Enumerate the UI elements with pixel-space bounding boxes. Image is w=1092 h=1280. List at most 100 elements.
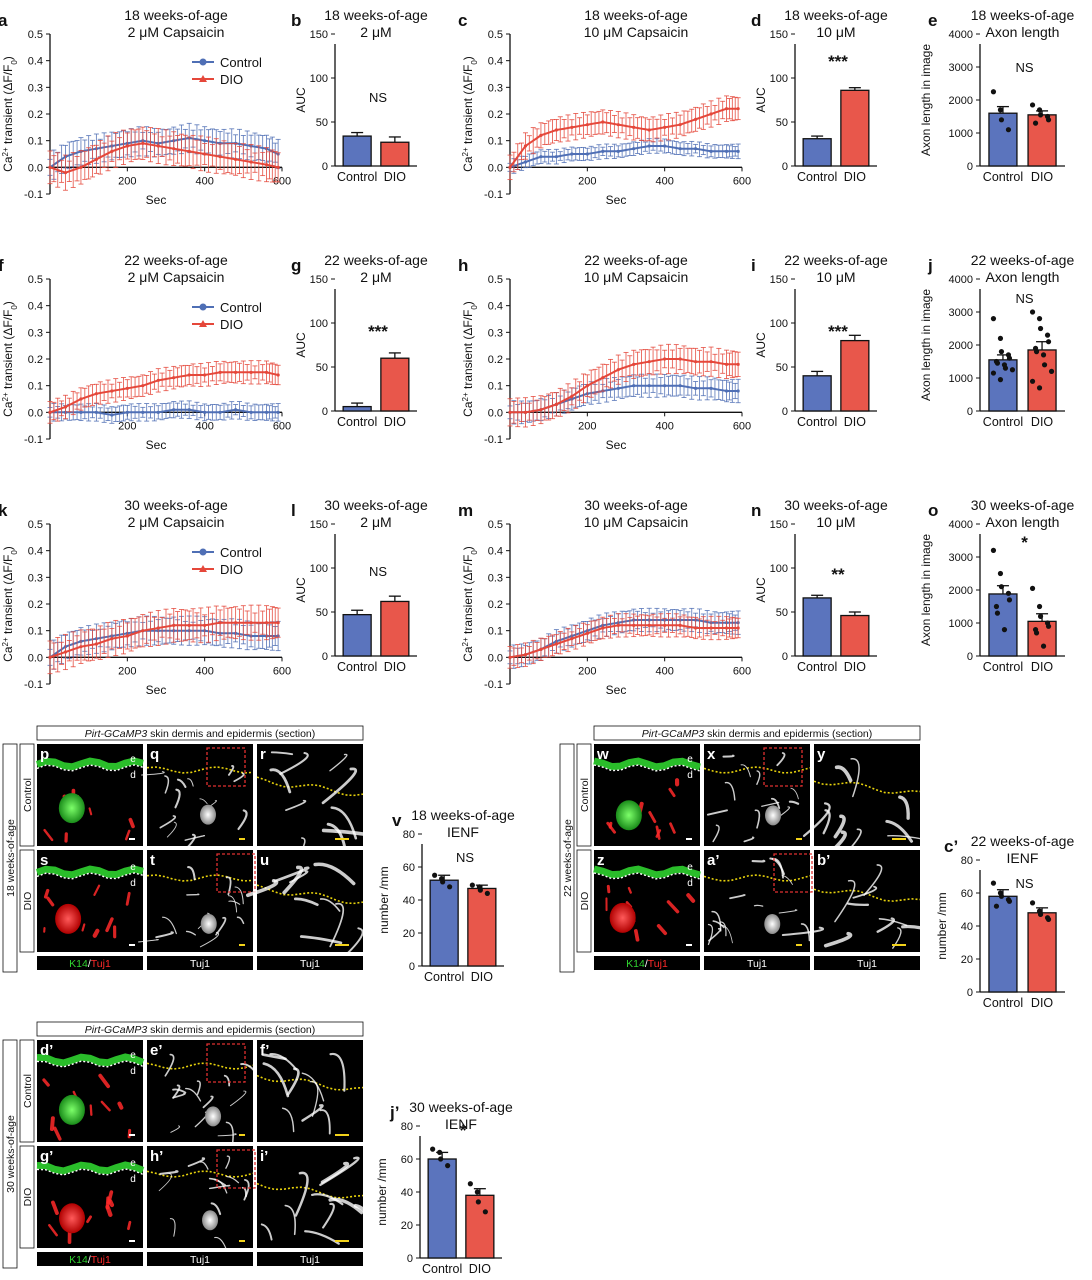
y-tick-label: 0.2: [488, 109, 503, 121]
nerve-fiber: [901, 924, 938, 934]
y-label-part: Ca: [1, 646, 15, 662]
data-point: [736, 107, 740, 111]
data-point: [264, 370, 269, 374]
nerve-fiber: [887, 834, 926, 841]
nerve-fiber: [829, 830, 847, 854]
category-label: DIO: [1031, 660, 1054, 674]
layer-e-label: e: [130, 1050, 136, 1061]
data-point: [616, 123, 620, 127]
data-point: [508, 165, 512, 169]
y-tick-label: 0.5: [28, 274, 43, 286]
series-line: [49, 621, 279, 659]
nerve-fiber: [279, 751, 309, 775]
x-tick-label: 400: [195, 175, 213, 187]
nerve-fiber: [166, 821, 177, 838]
bar-dio: [380, 357, 410, 412]
data-point: [79, 397, 83, 401]
x-tick-label: 200: [578, 665, 596, 677]
age-label-box: [2, 743, 18, 973]
chart-subtitle: 2 μM Capsaicin: [128, 269, 225, 285]
y-tick-label: 0.3: [488, 327, 503, 339]
sep-label: /: [88, 958, 91, 970]
x-axis-label: Sec: [606, 193, 627, 207]
data-point: [647, 128, 651, 132]
y-tick-label: 3000: [949, 552, 973, 564]
data-dot: [475, 1199, 481, 1205]
micro-panel: r: [256, 744, 368, 858]
data-point: [736, 389, 740, 393]
data-point: [616, 623, 620, 627]
panel-letter: d: [751, 11, 761, 30]
y-label-part: ): [461, 546, 475, 550]
nerve-fiber: [729, 894, 746, 900]
x-tick-label: 600: [733, 420, 751, 432]
y-label-super: 2+: [461, 392, 470, 401]
bar-control: [342, 135, 372, 167]
y-tick-label: 4000: [949, 274, 973, 286]
y-tick-label: 150: [310, 274, 328, 286]
y-tick-label: -0.1: [484, 189, 503, 201]
layer-d-label: d: [130, 1066, 136, 1077]
data-dot: [1045, 117, 1052, 123]
legend-label: Control: [220, 55, 262, 70]
legend-marker-triangle: [199, 75, 207, 82]
micro-header: Pirt-GCaMP3 skin dermis and epidermis (s…: [85, 1024, 316, 1036]
data-point: [63, 650, 68, 654]
data-point: [234, 157, 238, 161]
nerve-fiber: [722, 754, 735, 758]
zoom-box: [216, 853, 256, 893]
y-tick-label: 20: [403, 928, 415, 940]
nerve-fiber: [184, 834, 206, 841]
nerve-fiber: [105, 917, 114, 933]
chart-subtitle: IENF: [1007, 850, 1039, 866]
data-dot: [447, 884, 453, 890]
x-tick-label: 200: [578, 420, 596, 432]
bar-control: [802, 138, 832, 167]
micro-panel: f’: [256, 1040, 364, 1142]
micro-panel: ed s: [35, 850, 144, 952]
x-tick-label: 600: [273, 175, 291, 187]
series-line: [509, 107, 739, 168]
significance-label: NS: [1015, 60, 1033, 75]
row-label-box: [19, 1145, 35, 1249]
y-label-super: 2+: [461, 147, 470, 156]
y-label-part: ): [1, 546, 15, 550]
header-text: skin dermis and epidermis (section): [147, 728, 315, 740]
data-point: [187, 149, 191, 153]
data-point: [249, 621, 253, 625]
micro-set-30w: Pirt-GCaMP3 skin dermis and epidermis (s…: [2, 1021, 375, 1269]
nerve-fiber: [885, 819, 914, 843]
data-point: [110, 637, 114, 641]
data-dot: [1041, 362, 1048, 368]
y-tick-label: 100: [770, 73, 788, 85]
data-point: [585, 152, 589, 156]
nerve-fiber: [93, 884, 101, 896]
nerve-fiber: [320, 1161, 350, 1184]
nerve-fiber: [81, 923, 86, 932]
bar-control: [342, 405, 372, 412]
layer-d-label: d: [130, 878, 136, 889]
category-label: Control: [983, 415, 1023, 429]
nerve-fiber: [776, 752, 786, 767]
y-tick-label: 0.0: [28, 652, 43, 664]
micro-panel: ed z: [593, 850, 701, 952]
neuron-cell: [609, 902, 636, 933]
zoom-box: [206, 747, 246, 787]
panel-letter: y: [817, 746, 826, 763]
y-tick-label: 150: [770, 274, 788, 286]
y-tick-label: 100: [310, 563, 328, 575]
channel-label-k14-tuj1: K14/Tuj1: [69, 958, 111, 970]
data-point: [187, 373, 191, 377]
y-tick-label: 3000: [949, 62, 973, 74]
channel-label-tuj1: Tuj1: [190, 958, 210, 970]
data-point: [508, 410, 512, 414]
data-dot: [1036, 316, 1043, 322]
data-point: [276, 373, 280, 377]
bar-dio: [1027, 912, 1057, 993]
data-point: [585, 123, 589, 127]
data-point: [694, 626, 698, 630]
nerve-fiber: [833, 814, 846, 839]
